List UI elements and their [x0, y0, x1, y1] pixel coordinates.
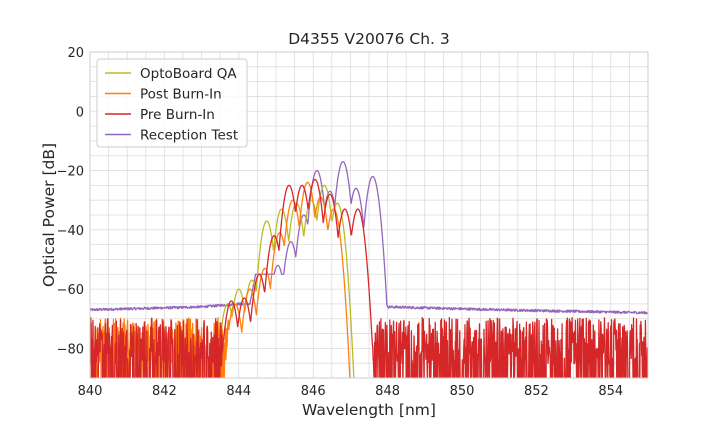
- x-tick-label: 850: [450, 384, 475, 399]
- plot-frame: [89, 51, 649, 379]
- x-tick-label: 848: [375, 384, 400, 399]
- legend-label: Post Burn-In: [140, 87, 222, 103]
- y-axis-label: Optical Power [dB]: [40, 143, 58, 287]
- y-tick-label: −60: [57, 283, 84, 298]
- x-tick-label: 854: [598, 384, 623, 399]
- series-layer: [90, 161, 648, 378]
- chart-title: D4355 V20076 Ch. 3: [288, 30, 450, 48]
- x-axis-label: Wavelength [nm]: [302, 401, 436, 419]
- y-tick-labels: 20 0 −20 −40 −60 −80: [57, 46, 84, 357]
- series-line: [90, 161, 648, 315]
- legend-box: [96, 58, 248, 148]
- legend-label: Pre Burn-In: [140, 107, 215, 123]
- series-line: [90, 181, 351, 378]
- series-pre-burn-in: [90, 178, 648, 378]
- y-tick-label: −80: [57, 342, 84, 357]
- y-tick-label: 20: [67, 46, 84, 61]
- legend-label: Reception Test: [140, 128, 238, 144]
- x-tick-label: 842: [152, 384, 177, 399]
- series-post-burn-in: [90, 181, 351, 378]
- legend-label: OptoBoard QA: [140, 66, 237, 82]
- x-tick-label: 846: [301, 384, 326, 399]
- x-tick-label: 840: [78, 384, 103, 399]
- y-tick-label: −40: [57, 224, 84, 239]
- y-tick-label: −20: [57, 165, 84, 180]
- series-line: [90, 178, 648, 378]
- legend: OptoBoard QA Post Burn-In Pre Burn-In Recep…: [96, 58, 248, 148]
- x-tick-label: 844: [226, 384, 251, 399]
- series-reception-test: [90, 161, 648, 315]
- y-tick-label: 0: [76, 105, 84, 120]
- x-tick-labels: 840 842 844 846 848 850 852 854: [78, 384, 624, 399]
- x-tick-label: 852: [524, 384, 549, 399]
